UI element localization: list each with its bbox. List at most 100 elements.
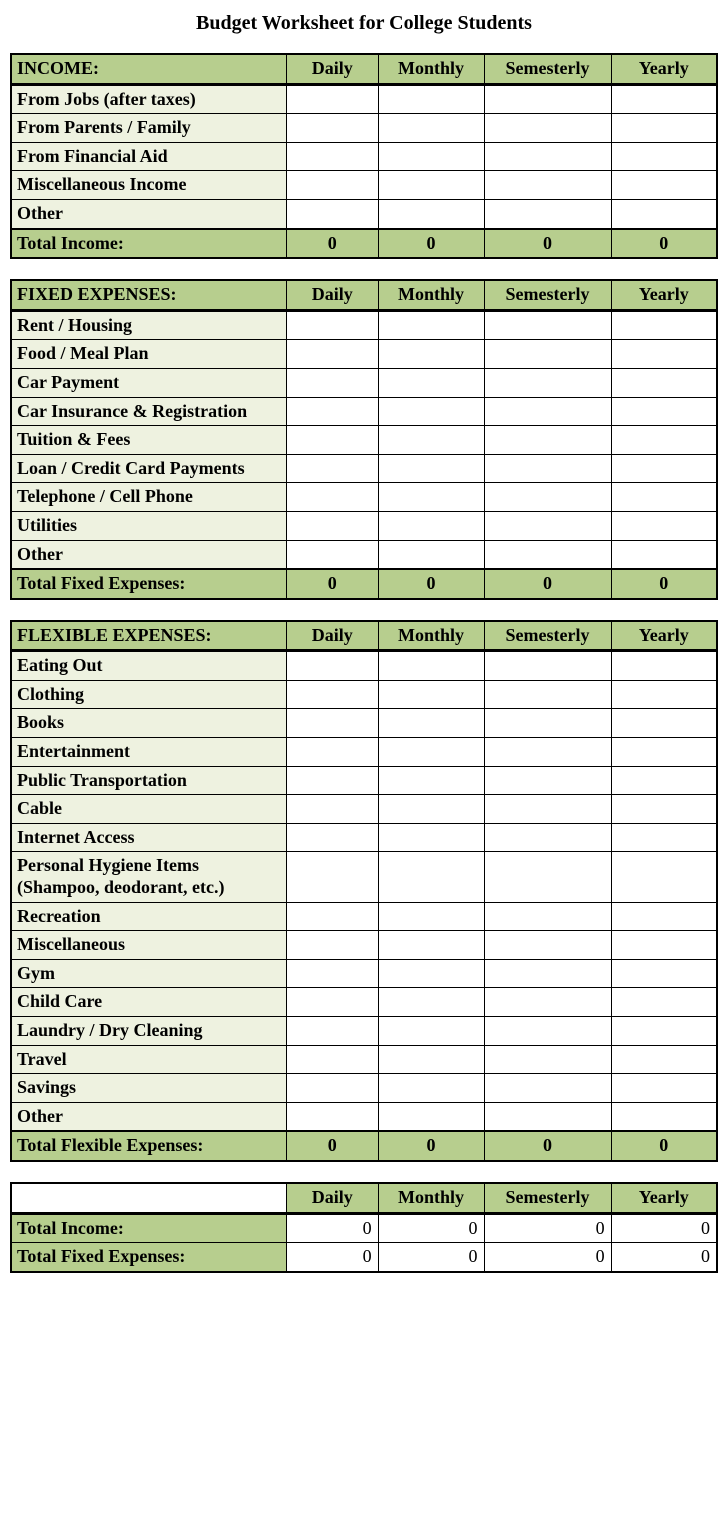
value-cell[interactable] (378, 1017, 484, 1046)
value-cell[interactable] (286, 454, 378, 483)
value-cell[interactable] (484, 651, 611, 681)
value-cell[interactable] (286, 483, 378, 512)
value-cell[interactable] (611, 199, 717, 228)
value-cell[interactable] (484, 368, 611, 397)
value-cell[interactable] (484, 680, 611, 709)
value-cell[interactable] (484, 1045, 611, 1074)
value-cell[interactable] (286, 142, 378, 171)
value-cell[interactable] (611, 959, 717, 988)
value-cell[interactable] (378, 1102, 484, 1131)
value-cell[interactable] (611, 511, 717, 540)
value-cell[interactable] (378, 931, 484, 960)
value-cell[interactable] (286, 1102, 378, 1131)
value-cell[interactable] (286, 651, 378, 681)
value-cell[interactable] (484, 988, 611, 1017)
value-cell[interactable] (484, 426, 611, 455)
value-cell[interactable] (378, 454, 484, 483)
value-cell[interactable] (484, 310, 611, 340)
value-cell[interactable] (611, 766, 717, 795)
value-cell[interactable] (484, 397, 611, 426)
value-cell[interactable] (286, 540, 378, 569)
value-cell[interactable] (611, 709, 717, 738)
value-cell[interactable] (286, 340, 378, 369)
value-cell[interactable] (484, 142, 611, 171)
value-cell[interactable] (378, 709, 484, 738)
value-cell[interactable] (611, 931, 717, 960)
value-cell[interactable] (611, 1045, 717, 1074)
value-cell[interactable] (484, 454, 611, 483)
value-cell[interactable] (286, 1017, 378, 1046)
value-cell[interactable] (484, 171, 611, 200)
value-cell[interactable] (286, 852, 378, 902)
value-cell[interactable] (611, 397, 717, 426)
value-cell[interactable] (611, 171, 717, 200)
value-cell[interactable] (484, 1017, 611, 1046)
value-cell[interactable] (378, 902, 484, 931)
value-cell[interactable] (611, 988, 717, 1017)
value-cell[interactable] (286, 902, 378, 931)
value-cell[interactable] (286, 931, 378, 960)
value-cell[interactable] (378, 1045, 484, 1074)
value-cell[interactable] (611, 340, 717, 369)
value-cell[interactable] (378, 483, 484, 512)
value-cell[interactable] (378, 310, 484, 340)
value-cell[interactable] (611, 84, 717, 114)
value-cell[interactable] (378, 738, 484, 767)
value-cell[interactable] (286, 988, 378, 1017)
value-cell[interactable] (484, 483, 611, 512)
value-cell[interactable] (484, 114, 611, 143)
value-cell[interactable] (484, 823, 611, 852)
value-cell[interactable] (611, 902, 717, 931)
value-cell[interactable] (286, 426, 378, 455)
value-cell[interactable] (378, 1074, 484, 1103)
value-cell[interactable] (484, 199, 611, 228)
value-cell[interactable] (484, 1074, 611, 1103)
value-cell[interactable] (484, 795, 611, 824)
value-cell[interactable] (378, 852, 484, 902)
value-cell[interactable] (378, 340, 484, 369)
value-cell[interactable] (378, 114, 484, 143)
value-cell[interactable] (484, 1102, 611, 1131)
value-cell[interactable] (611, 795, 717, 824)
value-cell[interactable] (484, 84, 611, 114)
value-cell[interactable] (484, 709, 611, 738)
value-cell[interactable] (611, 454, 717, 483)
value-cell[interactable] (286, 823, 378, 852)
value-cell[interactable] (611, 823, 717, 852)
value-cell[interactable] (611, 651, 717, 681)
value-cell[interactable] (611, 368, 717, 397)
value-cell[interactable] (611, 310, 717, 340)
value-cell[interactable] (378, 823, 484, 852)
value-cell[interactable] (286, 171, 378, 200)
value-cell[interactable] (611, 142, 717, 171)
value-cell[interactable] (611, 1074, 717, 1103)
value-cell[interactable] (378, 397, 484, 426)
value-cell[interactable] (286, 795, 378, 824)
value-cell[interactable] (378, 199, 484, 228)
value-cell[interactable] (286, 1045, 378, 1074)
value-cell[interactable] (484, 340, 611, 369)
value-cell[interactable] (611, 483, 717, 512)
value-cell[interactable] (378, 988, 484, 1017)
value-cell[interactable] (484, 852, 611, 902)
value-cell[interactable] (611, 540, 717, 569)
value-cell[interactable] (378, 959, 484, 988)
value-cell[interactable] (611, 1102, 717, 1131)
value-cell[interactable] (611, 1017, 717, 1046)
value-cell[interactable] (286, 310, 378, 340)
value-cell[interactable] (378, 84, 484, 114)
value-cell[interactable] (378, 795, 484, 824)
value-cell[interactable] (286, 738, 378, 767)
value-cell[interactable] (286, 709, 378, 738)
value-cell[interactable] (611, 114, 717, 143)
value-cell[interactable] (286, 959, 378, 988)
value-cell[interactable] (378, 511, 484, 540)
value-cell[interactable] (286, 84, 378, 114)
value-cell[interactable] (484, 766, 611, 795)
value-cell[interactable] (378, 680, 484, 709)
value-cell[interactable] (484, 540, 611, 569)
value-cell[interactable] (378, 171, 484, 200)
value-cell[interactable] (611, 680, 717, 709)
value-cell[interactable] (484, 931, 611, 960)
value-cell[interactable] (286, 199, 378, 228)
